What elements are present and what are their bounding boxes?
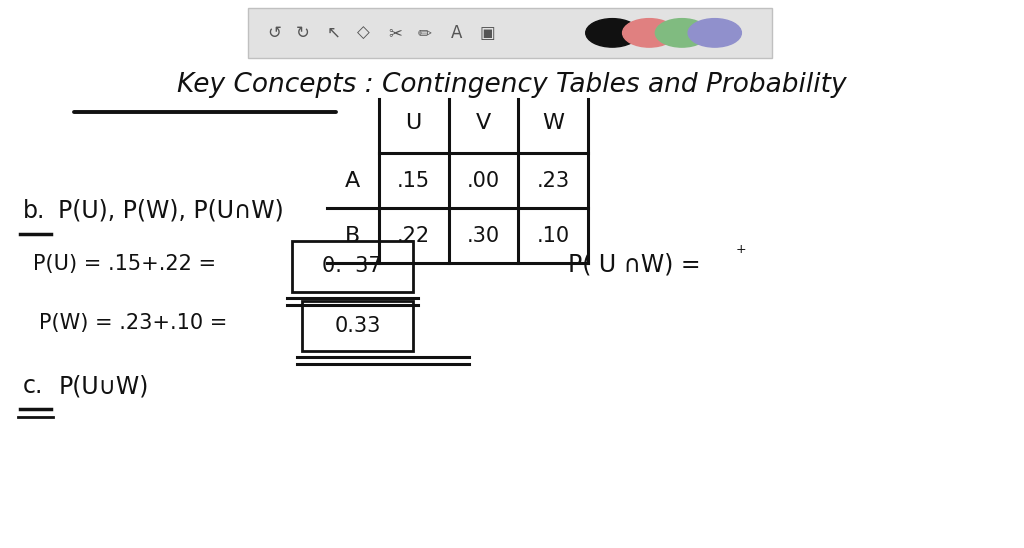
Text: P( U ∩W) =: P( U ∩W) = <box>568 252 701 276</box>
Text: b.: b. <box>23 199 45 223</box>
Bar <box>292 241 413 292</box>
Text: U: U <box>406 113 422 133</box>
Text: ▣: ▣ <box>479 24 496 42</box>
Text: P(U) = .15+.22 =: P(U) = .15+.22 = <box>33 254 216 274</box>
Text: Key Concepts : Contingency Tables and Probability: Key Concepts : Contingency Tables and Pr… <box>177 72 847 98</box>
Text: 0.33: 0.33 <box>334 316 381 336</box>
Text: B: B <box>345 226 360 246</box>
Text: .10: .10 <box>537 226 569 246</box>
Text: P(U∪W): P(U∪W) <box>58 374 148 398</box>
Text: .15: .15 <box>397 171 430 191</box>
Text: V: V <box>476 113 490 133</box>
Text: P(W) = .23+.10 =: P(W) = .23+.10 = <box>39 313 227 333</box>
Bar <box>248 8 772 58</box>
Text: .30: .30 <box>467 226 500 246</box>
Circle shape <box>655 19 709 47</box>
Text: .00: .00 <box>467 171 500 191</box>
Text: 0.  37: 0. 37 <box>323 256 382 276</box>
Text: .23: .23 <box>537 171 569 191</box>
Circle shape <box>623 19 676 47</box>
Text: W: W <box>542 113 564 133</box>
Circle shape <box>688 19 741 47</box>
Text: c.: c. <box>23 374 43 398</box>
Text: ✏: ✏ <box>418 24 432 42</box>
Text: ↖: ↖ <box>327 24 341 42</box>
Text: ↺: ↺ <box>267 24 282 42</box>
Text: ✂: ✂ <box>388 24 402 42</box>
Text: A: A <box>451 24 463 42</box>
Text: ↻: ↻ <box>296 24 310 42</box>
Text: +: + <box>735 243 745 256</box>
Text: P(U), P(W), P(U∩W): P(U), P(W), P(U∩W) <box>58 199 284 223</box>
Text: .22: .22 <box>397 226 430 246</box>
Text: ◇: ◇ <box>357 24 370 42</box>
Bar <box>302 301 413 351</box>
Text: A: A <box>345 171 360 191</box>
Circle shape <box>586 19 639 47</box>
